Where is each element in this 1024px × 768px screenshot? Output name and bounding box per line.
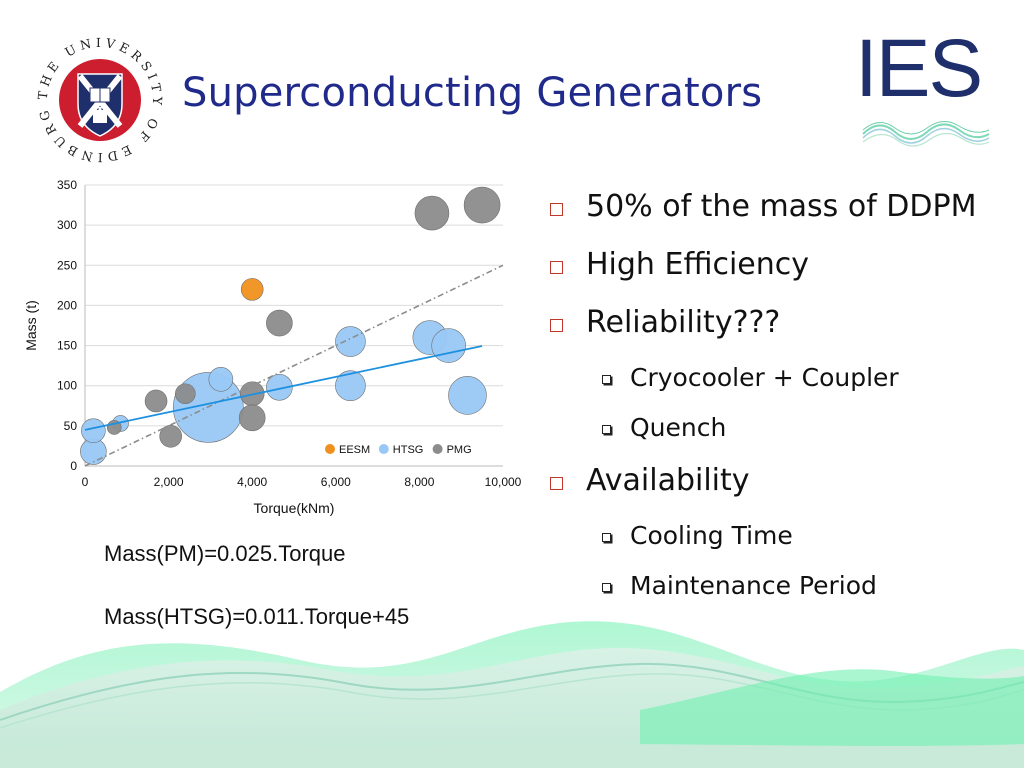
sub-bullet-text: Cooling Time [630,521,793,550]
bullet-box-icon [550,319,563,332]
y-tick-label: 0 [70,459,77,473]
bullet-availability: Availability [546,458,1016,516]
sub-bullet-text: Cryocooler + Coupler [630,363,899,392]
y-tick-label: 350 [57,178,77,192]
legend-label-eesm: EESM [339,444,370,456]
x-axis-title: Torque(kNm) [254,500,335,516]
data-point-htsg [208,366,234,392]
y-tick-label: 150 [57,339,77,353]
data-point-eesm [240,278,264,301]
sub-bullet-maintenance: Maintenance Period [546,566,1016,616]
bullet-text: High Efficiency [586,247,809,282]
data-point-htsg [448,376,487,415]
x-tick-label: 0 [82,475,89,489]
y-tick-label: 200 [57,298,77,312]
formula-pm: Mass(PM)=0.025.Torque [104,541,346,566]
data-point-htsg [81,418,106,443]
bullet-text: Reliability??? [586,305,781,340]
data-point-htsg [431,328,466,363]
trendline-mass-htsg- [84,345,483,431]
x-tick-label: 6,000 [321,475,351,489]
data-point-pmg [175,383,196,405]
sub-bullet-quench: Quench [546,408,1016,458]
university-logo: THE UNIVERSITY OF EDINBURGH [30,30,166,166]
bullet-reliability: Reliability??? [546,300,1016,358]
data-point-pmg [414,195,450,231]
formula-htsg: Mass(HTSG)=0.011.Torque+45 [104,604,410,629]
data-point-htsg [335,326,366,357]
bullet-box-icon [550,261,563,274]
x-tick-label: 10,000 [485,475,522,489]
ies-logo-text: IES [855,23,983,114]
sub-bullet-box-icon [602,533,611,542]
chart-svg: 0 50 100 150 200 250 300 350 0 2,000 4,000 6,000 8,0… [23,178,522,516]
ies-logo: IES [855,28,995,152]
legend-label-pmg: PMG [447,444,472,456]
bullet-box-icon [550,477,563,490]
data-point-pmg [463,186,501,224]
sub-bullet-box-icon [602,375,611,384]
sub-bullet-cooling-time: Cooling Time [546,516,1016,566]
bullet-text: 50% of the mass of DDPM [586,189,977,224]
legend-marker-pmg [432,444,443,454]
sub-bullet-box-icon [602,425,611,434]
data-point-htsg [335,370,366,402]
bullet-text: Availability [586,463,750,498]
y-tick-label: 250 [57,258,77,272]
data-point-pmg [238,404,266,432]
decorative-waves [0,621,1024,768]
bullet-mass: 50% of the mass of DDPM [546,184,1016,242]
sub-bullet-text: Maintenance Period [630,571,877,600]
sub-bullet-text: Quench [630,413,727,442]
data-point-pmg [144,389,168,413]
legend-label-htsg: HTSG [393,444,424,456]
data-point-htsg [266,374,293,401]
y-axis-title: Mass (t) [23,300,39,351]
trendline-mass-pm- [84,264,504,467]
sub-bullet-box-icon [602,583,611,592]
data-point-pmg [266,309,293,337]
x-tick-label: 8,000 [404,475,434,489]
mass-torque-chart: 0 50 100 150 200 250 300 350 0 2,000 4,000 6,000 8,0… [20,175,540,525]
y-tick-label: 300 [57,218,77,232]
slide-title: Superconducting Generators [182,70,763,116]
ies-wave-icon [862,121,990,147]
x-tick-label: 2,000 [154,475,184,489]
y-tick-label: 50 [64,419,78,433]
sub-bullet-cryocooler: Cryocooler + Coupler [546,358,1016,408]
legend-marker-eesm [325,444,335,454]
x-tick-label: 4,000 [237,475,267,489]
shield-icon [77,73,123,137]
bullet-box-icon [550,203,563,216]
legend-marker-htsg [378,444,389,454]
bullet-efficiency: High Efficiency [546,242,1016,300]
bullet-list: 50% of the mass of DDPM High Efficiency … [546,184,1016,616]
y-tick-label: 100 [57,379,77,393]
